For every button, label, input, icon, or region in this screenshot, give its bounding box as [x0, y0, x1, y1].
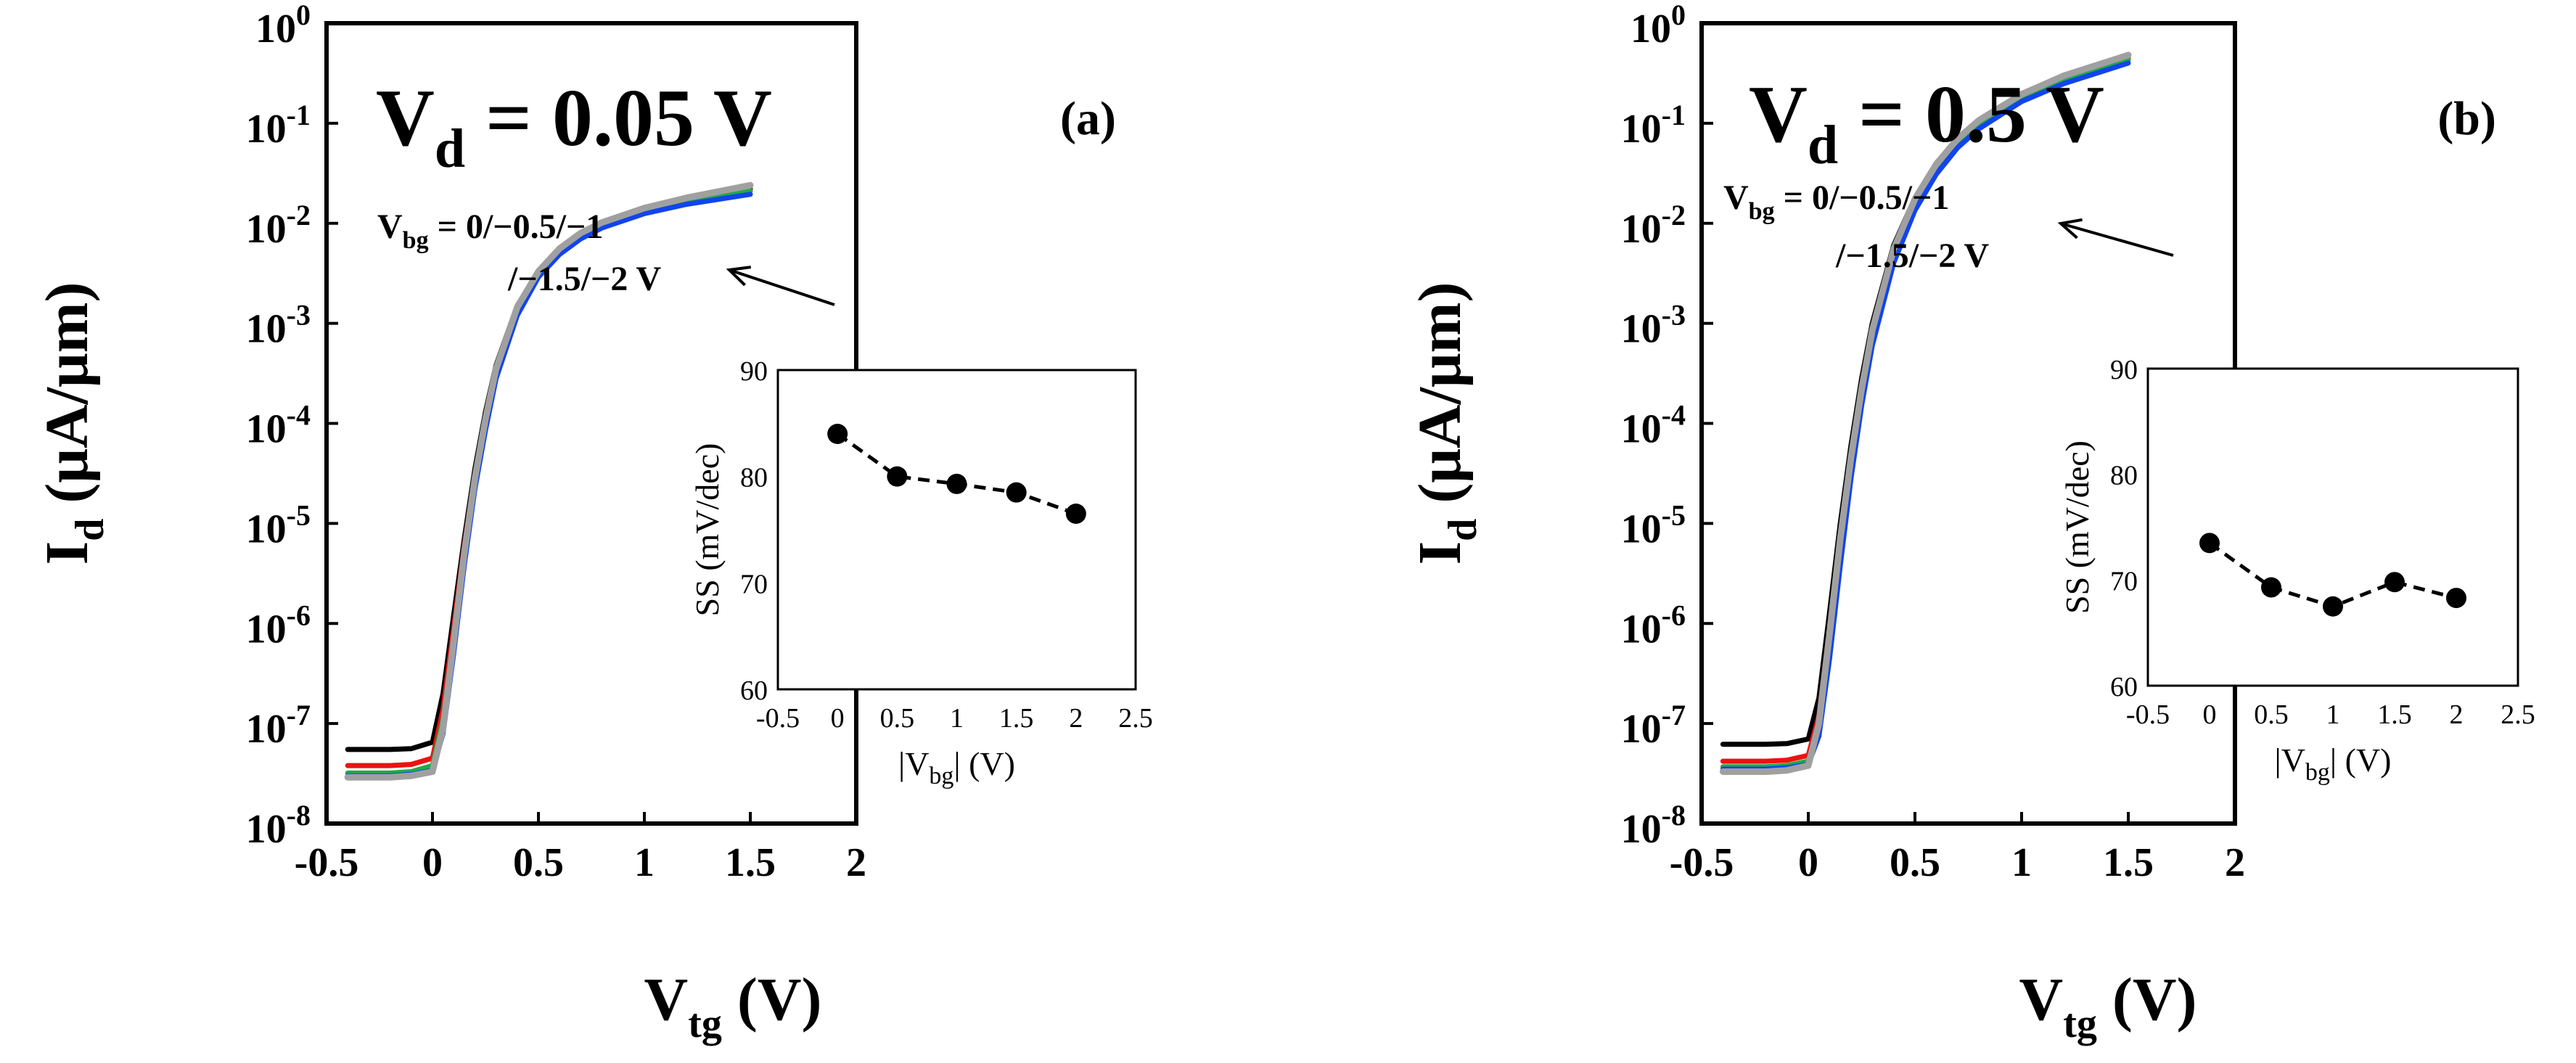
y-tick-label: 10-2 [246, 199, 311, 252]
y-tick-label: 10-1 [246, 99, 311, 152]
x-tick-label: 1 [2011, 840, 2032, 885]
inset-y-tick-label: 70 [2110, 566, 2138, 596]
y-tick-label: 100 [255, 0, 311, 52]
series-line-4 [1720, 60, 2131, 772]
inset-x-axis-label: |Vbg| (V) [2274, 742, 2391, 786]
x-tick-label: 1.5 [725, 840, 776, 885]
y-tick-label: 10-4 [1621, 399, 1686, 452]
inset-y-tick-label: 80 [2110, 461, 2138, 491]
inset-ss-point [2199, 533, 2220, 554]
inset-frame [2146, 367, 2519, 687]
vbg-annotation-line2: /−1.5/−2 V [507, 260, 662, 298]
y-tick-label: 10-6 [1621, 599, 1686, 652]
panel-label: (b) [2437, 92, 2496, 145]
annotation-arrow-line [729, 268, 835, 306]
vbg-annotation-line1: Vbg = 0/−0.5/−1 [377, 208, 603, 254]
inset-y-tick-label: 90 [740, 356, 768, 387]
vbg-annotation-line2: /−1.5/−2 V [1835, 237, 1990, 275]
y-tick-label: 10-2 [1621, 199, 1686, 252]
inset-y-tick-label: 60 [740, 676, 768, 706]
y-tick-label: 10-5 [246, 498, 311, 551]
inset-ss-point [827, 424, 848, 444]
x-tick-label: -0.5 [295, 840, 359, 885]
series-line-5 [344, 181, 754, 781]
inset-x-tick-label: 2 [1069, 703, 1083, 734]
inset-ss-point [1006, 482, 1027, 503]
y-axis-label: Id (μA/μm) [1406, 282, 1485, 565]
x-tick-label: 0.5 [1890, 840, 1940, 885]
y-tick-label: 10-7 [246, 699, 311, 752]
inset-ss-point [2323, 596, 2343, 617]
inset-x-tick-label: 2.5 [1118, 703, 1153, 734]
inset-x-tick-label: 0 [831, 703, 845, 734]
x-tick-label: 1.5 [2103, 840, 2154, 885]
annotation-arrow-line [2060, 222, 2174, 257]
y-tick-label: 10-8 [246, 799, 311, 852]
inset-x-tick-label: 0.5 [2254, 699, 2289, 730]
y-tick-label: 10-7 [1621, 699, 1686, 752]
vd-title: Vd = 0.5 V [1749, 70, 2104, 176]
x-tick-label: -0.5 [1670, 840, 1734, 885]
inset-x-tick-label: 0.5 [880, 703, 915, 734]
inset-frame [776, 369, 1137, 691]
y-axis-label: Id (μA/μm) [33, 282, 112, 565]
panel-label: (a) [1060, 92, 1116, 145]
y-tick-label: 10-1 [1621, 99, 1686, 152]
inset-x-tick-label: -0.5 [756, 703, 800, 734]
y-tick-label: 10-8 [1621, 799, 1686, 852]
inset-ss-point [2384, 572, 2405, 593]
inset-ss-point [887, 466, 908, 487]
inset-y-tick-label: 60 [2110, 672, 2138, 702]
panel-a: -0.5 0 0.5 1 1.5 2 100 10-1 10-2 10-3 10-4 10-5 10-6… [33, 0, 1153, 1046]
annotation-arrow-head [726, 266, 752, 287]
inset-ss-point [946, 473, 967, 494]
inset-x-tick-label: 0 [2203, 699, 2217, 730]
inset-ss-point [1065, 504, 1086, 524]
series-line-2 [1720, 55, 2131, 764]
x-axis-label: Vtg (V) [644, 966, 822, 1046]
inset-x-tick-label: 1.5 [2377, 699, 2412, 730]
inset-y-axis-label: SS (mV/dec) [689, 443, 726, 617]
y-tick-label: 100 [1630, 0, 1686, 52]
series-line-5 [1719, 52, 2132, 775]
series-line-1 [1720, 54, 2131, 747]
y-tick-label: 10-3 [246, 299, 311, 352]
inset-y-axis-label: SS (mV/dec) [2059, 440, 2096, 614]
inset-x-tick-label: 1 [2326, 699, 2340, 730]
inset-y-tick-label: 90 [2110, 355, 2138, 385]
inset-x-tick-label: -0.5 [2126, 699, 2170, 730]
x-axis-label: Vtg (V) [2019, 966, 2197, 1046]
inset-x-tick-label: 1.5 [999, 703, 1034, 734]
x-tick-label: 2 [846, 840, 866, 885]
inset-ss-point [2446, 588, 2466, 609]
inset-y-tick-label: 70 [740, 569, 768, 599]
y-tick-label: 10-4 [246, 399, 311, 452]
x-tick-label: 0 [422, 840, 443, 885]
inset-x-tick-label: 2.5 [2501, 699, 2535, 730]
panel-b: -0.5 0 0.5 1 1.5 2 100 10-1 10-2 10-3 10-4 10-5 10-6… [1406, 0, 2535, 1046]
y-tick-label: 10-6 [246, 599, 311, 652]
x-tick-label: 2 [2225, 840, 2245, 885]
y-tick-label: 10-3 [1621, 299, 1686, 352]
inset-y-tick-label: 80 [740, 463, 768, 493]
vbg-annotation-line1: Vbg = 0/−0.5/−1 [1723, 178, 1949, 225]
vd-title: Vd = 0.05 V [376, 73, 772, 179]
inset-x-tick-label: 1 [950, 703, 964, 734]
annotation-arrow-head [2057, 218, 2083, 239]
series-line-3 [1720, 57, 2131, 770]
x-tick-label: 0 [1798, 840, 1818, 885]
inset-x-axis-label: |Vbg| (V) [898, 745, 1015, 789]
inset-ss-point [2261, 577, 2281, 598]
inset-x-tick-label: 2 [2450, 699, 2464, 730]
x-tick-label: 0.5 [513, 840, 564, 885]
x-tick-label: 1 [634, 840, 655, 885]
y-tick-label: 10-5 [1621, 498, 1686, 551]
